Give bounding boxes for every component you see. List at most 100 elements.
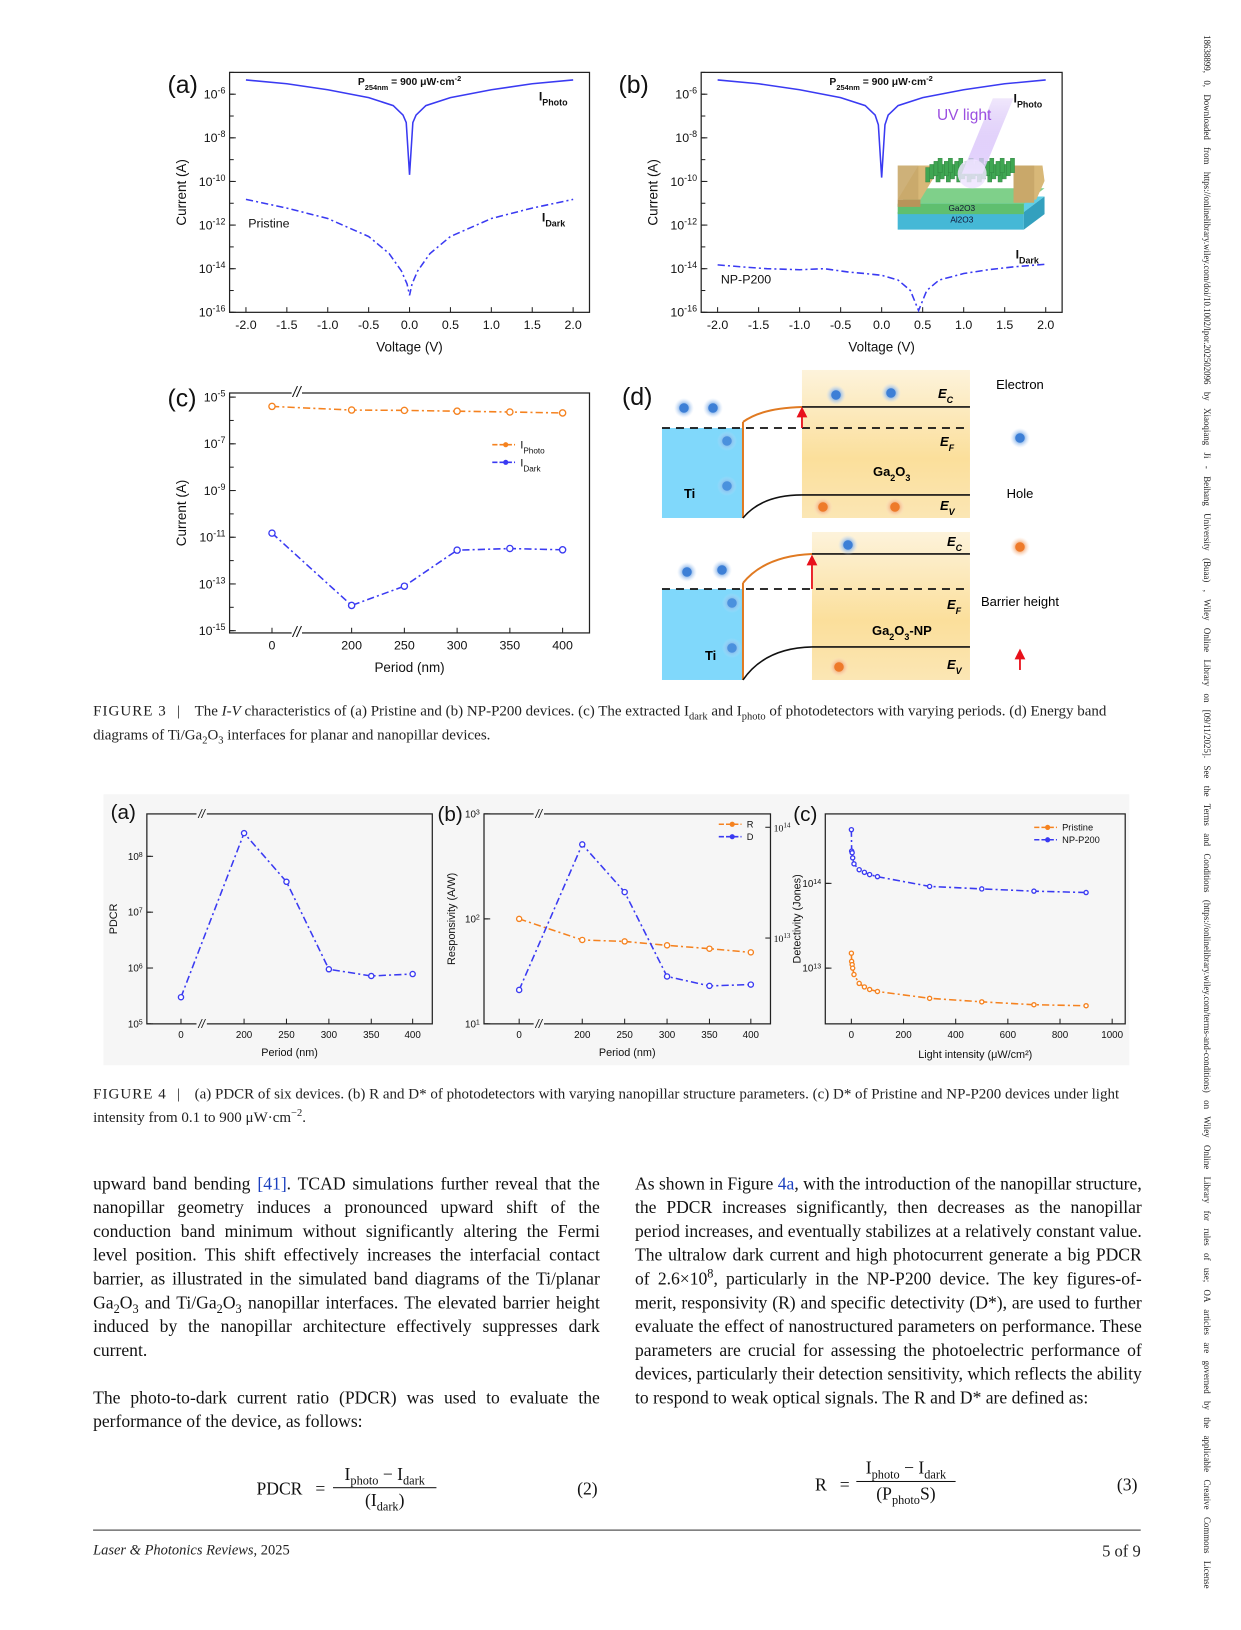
reference-link[interactable]: 4a [777, 1173, 795, 1194]
text-run: 6 [139, 963, 143, 970]
nanopillar-array [925, 158, 1015, 183]
x-tick-label: -0.5 [830, 318, 851, 332]
data-point [325, 966, 333, 973]
x-tick-label: -2.0 [707, 318, 728, 332]
x-tick-label: 350 [701, 1030, 718, 1041]
text-run: 10 [204, 437, 218, 451]
ti-label-bottom: Ti [705, 648, 716, 663]
text-run: -12 [684, 216, 697, 226]
text-run: nanopillar interfaces. The elevated barr… [93, 1292, 600, 1360]
electron-icon [716, 430, 737, 451]
series-line-iphoto [271, 405, 563, 414]
substrate-side [1023, 196, 1045, 230]
axis-break-icon: // [292, 385, 303, 401]
series-line-idark [717, 263, 1046, 313]
text-run: 10 [199, 175, 213, 189]
electrons [673, 382, 901, 496]
text-run: I [542, 210, 545, 224]
x-tick-label: -1.5 [276, 318, 297, 332]
eq3-fraction: Iphoto − Idark (PphotoS) [856, 1458, 956, 1506]
text-run: 10 [675, 131, 689, 145]
text-run: NP-P200 [1062, 835, 1100, 845]
text-run: 13 [783, 932, 791, 940]
chart-annotation: P254nm = 900 μW·cm-2 [829, 73, 932, 91]
nanopillar [1010, 158, 1015, 173]
x-tick-label: 1000 [1101, 1030, 1123, 1041]
data-point [866, 871, 873, 878]
text-run: 10 [199, 531, 213, 545]
y-tick-label: 10-9 [204, 482, 226, 498]
data-point [926, 883, 933, 890]
footer-divider [93, 1529, 1141, 1531]
panel-label: (a) [111, 801, 136, 824]
y-tick-label: 10-13 [199, 575, 226, 591]
axis-break-icon: // [292, 625, 303, 641]
x-tick-label: 300 [659, 1030, 676, 1041]
data-point [347, 601, 356, 610]
text-run: P [358, 77, 365, 88]
x-axis-label: Voltage (V) [848, 340, 914, 355]
text-run: 2 [476, 914, 480, 921]
data-point [926, 995, 933, 1002]
y-tick-label: 10-12 [199, 216, 226, 232]
x-axis-label: Light intensity (μW/cm²) [918, 1049, 1032, 1061]
text-run: The photo-to-dark current ratio (PDCR) w… [93, 1387, 600, 1432]
y-tick-label: 107 [128, 907, 143, 919]
text-run: -16 [213, 304, 226, 314]
chart-annotation: IPhoto [1014, 91, 1043, 109]
text-run: , with the introduction of the nanopilla… [634, 1173, 1142, 1289]
text-run: -6 [689, 86, 697, 96]
data-point [578, 936, 586, 944]
text-run: 10 [774, 934, 784, 945]
text-run: 7 [139, 907, 143, 914]
x-axis-label: Period (nm) [261, 1047, 318, 1059]
page-number: 5 of 9 [1102, 1543, 1141, 1561]
eq3-lhs: R [814, 1474, 827, 1495]
series-line-r [518, 918, 751, 954]
data-point [515, 986, 523, 994]
text-run: I [1014, 91, 1017, 105]
plot-frame [228, 392, 591, 634]
journal-name: Laser & Photonics Reviews [93, 1543, 254, 1559]
x-tick-label: 0.0 [401, 318, 418, 332]
text-run: -13 [213, 575, 226, 585]
nanopillar [944, 161, 949, 177]
data-point [368, 972, 375, 980]
x-tick-label: 2.0 [565, 318, 582, 332]
x-tick-label: 200 [236, 1030, 253, 1041]
data-point [268, 529, 276, 537]
axis-break-icon: // [197, 807, 206, 821]
panel-label: (a) [168, 72, 198, 99]
y-axis-label: Detectivity (Jones) [791, 874, 803, 963]
eq2-lhs: PDCR [256, 1478, 303, 1499]
electron-icon [880, 382, 901, 403]
text-run: 10 [465, 1019, 476, 1030]
body-column-right: As shown in Figure 4a, with the introduc… [635, 1172, 1142, 1434]
text-run: -8 [689, 129, 697, 139]
x-tick-label: -0.5 [358, 318, 379, 332]
data-point [663, 942, 671, 949]
legend-marker [503, 459, 509, 465]
x-tick-label: 350 [500, 638, 521, 652]
data-point [851, 861, 857, 867]
figure4-background [103, 794, 1130, 1066]
axis-break-gap [533, 1021, 544, 1026]
figure3-caption: FIGURE 3 | The I-V characteristics of (a) … [93, 700, 1141, 748]
caption-divider: | [177, 1085, 181, 1103]
y2-tick-label: 1013 [774, 932, 791, 945]
hole-icon [884, 496, 905, 517]
uv-light-beam [961, 98, 1014, 174]
axis-break-gap [291, 630, 302, 635]
text-run: -9 [218, 482, 226, 492]
data-point [268, 402, 276, 411]
y-tick-label: 1013 [802, 963, 821, 975]
y-axis-label: Current (A) [174, 480, 189, 546]
y-axis-label: PDCR [108, 903, 120, 934]
ef-label-top: EF [940, 434, 955, 453]
reference-link[interactable]: [41] [257, 1173, 287, 1194]
substrate-front [897, 212, 1024, 230]
text-run: 10 [670, 218, 684, 232]
ev-label-top: EV [940, 498, 956, 517]
